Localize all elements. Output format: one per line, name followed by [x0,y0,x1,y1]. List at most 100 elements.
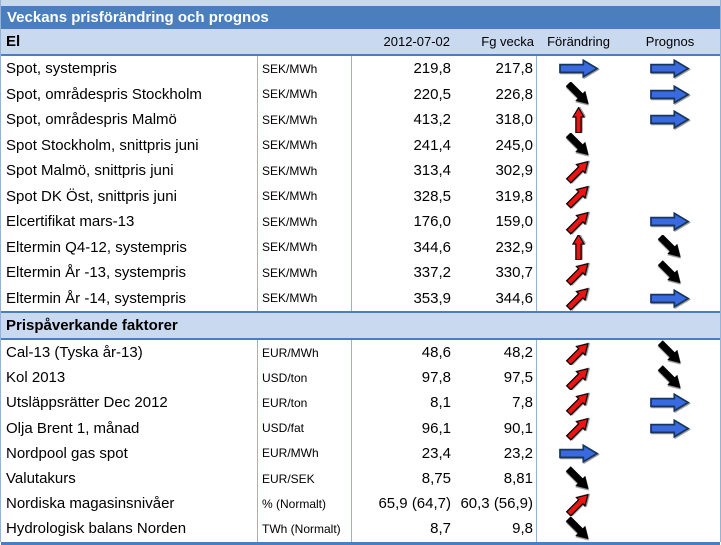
row-unit: EUR/SEK [258,465,352,492]
trend-flat-icon [650,110,690,130]
row-unit: USD/ton [258,365,352,391]
trend-up-icon [565,186,589,209]
forecast-arrow-cell [620,491,720,516]
row-prev-value: 302,9 [453,158,537,184]
row-prev-value: 159,0 [453,209,537,235]
row-current-value: 353,9 [413,289,451,307]
table-row: Spot DK Öst, snittpris juni SEK/MWh 328,… [1,183,720,210]
forecast-arrow-cell [620,158,720,184]
row-prev-value: 226,8 [453,81,537,107]
forecast-arrow-cell [620,184,720,210]
row-prev-value: 217,8 [453,56,537,82]
row-unit: EUR/MWh [258,440,352,466]
forecast-arrow-cell [620,390,720,415]
trend-flat-icon [650,393,690,413]
change-arrow-cell [537,516,620,541]
trend-flat-icon [650,84,690,104]
row-unit: SEK/MWh [258,81,352,107]
table-row: Cal-13 (Tyska år-13) EUR/MWh 48,6 48,2 [1,340,720,366]
table-row: Spot, områdespris Malmö SEK/MWh 413,2 31… [1,107,720,133]
trend-down-icon [565,465,589,489]
table-row: Olja Brent 1, månad USD/fat 96,1 90,1 [1,415,720,441]
row-unit: SEK/MWh [258,107,352,133]
table-row: Kol 2013 USD/ton 97,8 97,5 [1,365,720,391]
trend-up-icon [565,392,589,416]
row-current-value: 8,75 [421,470,451,488]
trend-up-strong-icon [571,234,586,260]
trend-up-icon [565,288,589,311]
trend-down-icon [565,132,589,156]
trend-down-icon [565,516,589,540]
row-prev-value: 318,0 [453,107,537,133]
prev-week-column-header: Fg vecka [481,34,534,49]
forecast-arrow-cell [620,133,720,159]
change-arrow-cell [537,56,620,82]
change-arrow-cell [537,209,620,235]
row-label: Eltermin Q4-12, systempris [1,234,258,260]
trend-flat-icon [650,212,690,232]
trend-flat-icon [558,443,599,463]
forecast-arrow-cell [620,365,720,390]
row-prev-value: 245,0 [453,132,537,158]
row-unit: EUR/ton [258,390,352,416]
change-arrow-cell [537,260,620,286]
table-row: Spot Stockholm, snittpris juni SEK/MWh 2… [1,132,720,159]
row-current-value: 48,6 [421,344,451,362]
table-row: Eltermin År -13, systempris SEK/MWh 337,… [1,260,720,286]
column-header-row: El 2012-07-02 Fg vecka Förändring Progno… [1,29,720,56]
change-arrow-cell [537,234,620,260]
trend-up-strong-icon [571,107,586,133]
row-unit: SEK/MWh [258,209,352,235]
row-unit: USD/fat [258,415,352,441]
row-unit: % (Normalt) [258,491,352,517]
table-row: Spot, områdespris Stockholm SEK/MWh 220,… [1,81,720,107]
trend-up-icon [565,417,589,441]
forecast-column-header: Prognos [645,34,695,49]
forecast-arrow-cell [620,56,720,82]
forecast-arrow-cell [620,209,720,235]
row-label: Utsläppsrätter Dec 2012 [1,390,258,416]
trend-up-icon [565,262,589,286]
table-row: Eltermin År -14, systempris SEK/MWh 353,… [1,285,720,312]
row-current-value: 219,8 [413,60,451,78]
row-label: Eltermin År -14, systempris [1,285,258,311]
row-unit: SEK/MWh [258,234,352,260]
row-label: Hydrologisk balans Norden [1,516,258,542]
row-label: Spot, områdespris Stockholm [1,81,258,107]
trend-down-icon [657,340,681,363]
section-header-factors-label: Prispåverkande faktorer [6,317,178,334]
change-arrow-cell [537,416,620,441]
table-row: Spot, systempris SEK/MWh 219,8 217,8 [1,56,720,82]
forecast-arrow-cell [620,260,720,286]
table-row: Nordiska magasinsnivåer % (Normalt) 65,9… [1,491,720,517]
row-prev-value: 97,5 [453,365,537,391]
row-label: Spot Stockholm, snittpris juni [1,132,258,158]
row-unit: TWh (Normalt) [258,516,352,542]
row-label: Olja Brent 1, månad [1,415,258,441]
row-current-value: 96,1 [421,419,451,437]
forecast-arrow-cell [620,441,720,466]
table-row: Nordpool gas spot EUR/MWh 23,4 23,2 [1,440,720,466]
row-label: Nordiska magasinsnivåer [1,491,258,517]
section-header-el: El [6,33,21,50]
change-arrow-cell [537,132,620,159]
row-current-value: 241,4 [413,136,451,154]
trend-up-icon [565,211,589,235]
top-strip [1,0,720,6]
row-prev-value: 9,8 [453,516,537,542]
date-column-header: 2012-07-02 [383,34,451,49]
trend-flat-icon [650,418,690,438]
change-arrow-cell [537,441,620,466]
report-title-bar: Veckans prisförändring och prognos [1,6,720,29]
factor-rows: Cal-13 (Tyska år-13) EUR/MWh 48,6 48,2 K… [1,340,720,542]
change-column-header: Förändring [547,34,610,49]
row-label: Spot, systempris [1,56,258,82]
row-current-value: 313,4 [413,162,451,180]
row-prev-value: 344,6 [453,285,537,311]
table-row: Spot Malmö, snittpris juni SEK/MWh 313,4… [1,158,720,184]
trend-up-icon [565,160,589,184]
trend-down-icon [565,81,589,105]
row-current-value: 413,2 [413,111,451,129]
forecast-arrow-cell [620,286,720,312]
